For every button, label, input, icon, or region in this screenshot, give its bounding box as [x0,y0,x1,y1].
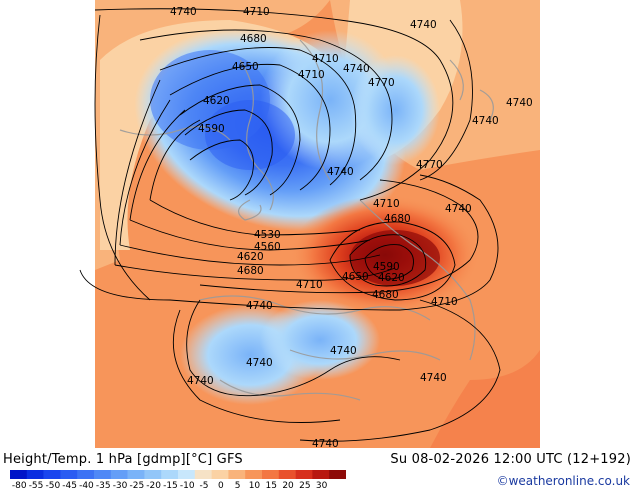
contour-label: 4650 [232,61,259,73]
colorbar-tick-label: 5 [235,481,241,488]
colorbar-tick-label: -55 [29,481,44,488]
contour-label: 4740 [170,6,197,18]
map-title: Height/Temp. 1 hPa [gdmp][°C] GFS [3,452,243,467]
contour-label: 4710 [298,69,325,81]
colorbar-swatch [26,470,44,479]
colorbar-swatch [278,470,296,479]
map-footer: Height/Temp. 1 hPa [gdmp][°C] GFS Su 08-… [0,450,634,490]
colorbar-tick-label: -50 [45,481,60,488]
colorbar-tick-label: -40 [79,481,94,488]
contour-label: 4740 [327,166,354,178]
contour-label: 4740 [506,97,533,109]
colorbar-swatch [211,470,229,479]
colorbar-tick-label: -20 [146,481,161,488]
colorbar-swatch [228,470,246,479]
valid-time: Su 08-02-2026 12:00 UTC (12+192) [390,452,631,467]
weather-map: 4740 4710 4740 4680 4710 4650 4710 4740 … [79,0,540,450]
colorbar-swatch [329,470,346,479]
colorbar-tick-label: -45 [62,481,77,488]
colorbar-swatch [10,470,28,479]
colorbar-tick-label: -15 [163,481,178,488]
contour-label: 4710 [243,6,270,18]
colorbar-swatch [312,470,330,479]
colorbar-swatch [295,470,313,479]
colorbar-tick-label: 30 [316,481,328,488]
contour-label: 4680 [372,289,399,301]
contour-label: 4740 [187,375,214,387]
contour-label: 4590 [198,123,225,135]
contour-label: 4740 [246,357,273,369]
contour-label: 4740 [312,438,339,450]
contour-label: 4590 [373,261,400,273]
colorbar-tick-label: 25 [299,481,310,488]
colorbar-swatch [245,470,263,479]
contour-label: 4740 [420,372,447,384]
colorbar-swatch [194,470,212,479]
colorbar-swatch [161,470,179,479]
colorbar-tick-label: -30 [113,481,128,488]
colorbar-swatch [262,470,280,479]
colorbar-swatch [144,470,162,479]
colorbar-tick-label: 10 [249,481,261,488]
contour-label: 4740 [330,345,357,357]
credit-link[interactable]: ©weatheronline.co.uk [496,474,630,488]
colorbar-tick-label: 15 [266,481,277,488]
contour-label: 4710 [312,53,339,65]
colorbar-swatch [178,470,196,479]
colorbar-tick-label: -80 [12,481,27,488]
contour-labels: 4740 4710 4740 4680 4710 4650 4710 4740 … [170,6,533,450]
contour-label: 4710 [296,279,323,291]
contour-label: 4530 [254,229,281,241]
contour-lines [79,8,501,442]
contour-label: 4620 [203,95,230,107]
colorbar-swatch [60,470,78,479]
colorbar-tick-label: -10 [180,481,195,488]
colorbar-tick-label: 0 [218,481,224,488]
colorbar-swatch [127,470,145,479]
contour-label: 4710 [431,296,458,308]
colorbar-tick-label: -35 [96,481,111,488]
contour-label: 4680 [384,213,411,225]
contour-label: 4770 [416,159,443,171]
colorbar-swatch [77,470,95,479]
contour-label: 4740 [445,203,472,215]
colorbar-swatch [43,470,61,479]
contour-label: 4770 [368,77,395,89]
colorbar-tick-label: -5 [200,481,209,488]
contour-label: 4740 [246,300,273,312]
colorbar-swatch [94,470,112,479]
contour-label: 4710 [373,198,400,210]
contour-label: 4620 [378,272,405,284]
contour-label: 4560 [254,241,281,253]
contour-label: 4740 [410,19,437,31]
color-legend: -80 -55 -50 -45 -40 -35 -30 -25 -20 -15 -10 -5 0 5 10 1… [10,470,346,488]
colorbar-tick-label: 20 [282,481,294,488]
contour-label: 4680 [240,33,267,45]
contour-label: 4740 [343,63,370,75]
colorbar-tick-label: -25 [129,481,144,488]
contour-label: 4680 [237,265,264,277]
contour-label: 4650 [342,271,369,283]
contour-label: 4620 [237,251,264,263]
contour-label: 4740 [472,115,499,127]
colorbar-swatch [110,470,128,479]
